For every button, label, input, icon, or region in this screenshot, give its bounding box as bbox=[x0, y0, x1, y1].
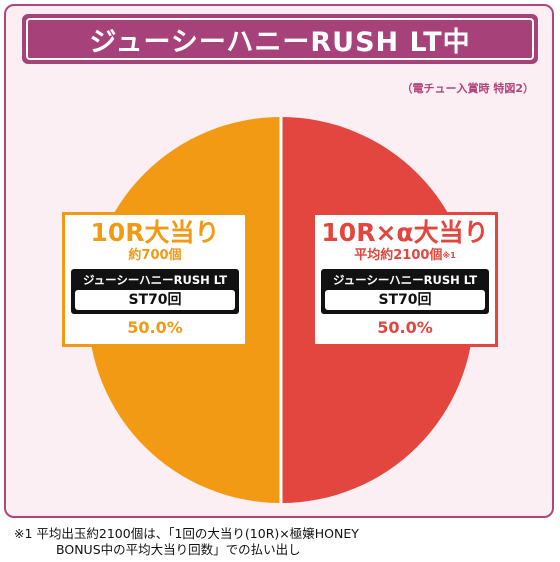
payout-text: 平均約2100個 bbox=[354, 248, 443, 263]
condition-note: （電チュー入賞時 特図2） bbox=[401, 82, 534, 95]
mode-box: ジューシーハニーRUSH LT ST70回 bbox=[321, 269, 489, 314]
footnote: ※1 平均出玉約2100個は、「1回の大当り(10R)×極嬢HONEY BONU… bbox=[14, 526, 359, 558]
slice-label-title: 10R×α大当り bbox=[321, 218, 489, 247]
st-count: ST70回 bbox=[75, 290, 235, 310]
mode-box: ジューシーハニーRUSH LT ST70回 bbox=[71, 269, 239, 314]
chart-title: ジューシーハニーRUSH LT中 bbox=[89, 26, 471, 58]
footnote-marker: ※1 bbox=[442, 251, 456, 260]
st-count: ST70回 bbox=[325, 290, 485, 310]
slice-percent: 50.0% bbox=[377, 318, 433, 337]
footnote-line-1: ※1 平均出玉約2100個は、「1回の大当り(10R)×極嬢HONEY bbox=[14, 526, 359, 541]
title-bar: ジューシーハニーRUSH LT中 bbox=[22, 14, 538, 64]
slice-label-10r-alpha: 10R×α大当り 平均約2100個※1 ジューシーハニーRUSH LT ST70… bbox=[312, 212, 498, 347]
title-inner-border: ジューシーハニーRUSH LT中 bbox=[26, 18, 534, 60]
mode-name: ジューシーハニーRUSH LT bbox=[82, 273, 228, 287]
footnote-line-2: BONUS中の平均大当り回数」での払い出し bbox=[56, 542, 301, 557]
slice-label-payout: 平均約2100個※1 bbox=[321, 247, 489, 265]
mode-name: ジューシーハニーRUSH LT bbox=[332, 273, 478, 287]
slice-label-title: 10R大当り bbox=[90, 218, 220, 247]
slice-percent: 50.0% bbox=[127, 318, 183, 337]
slice-label-payout: 約700個 bbox=[128, 248, 182, 263]
slice-label-10r: 10R大当り 約700個 ジューシーハニーRUSH LT ST70回 50.0% bbox=[62, 212, 248, 347]
